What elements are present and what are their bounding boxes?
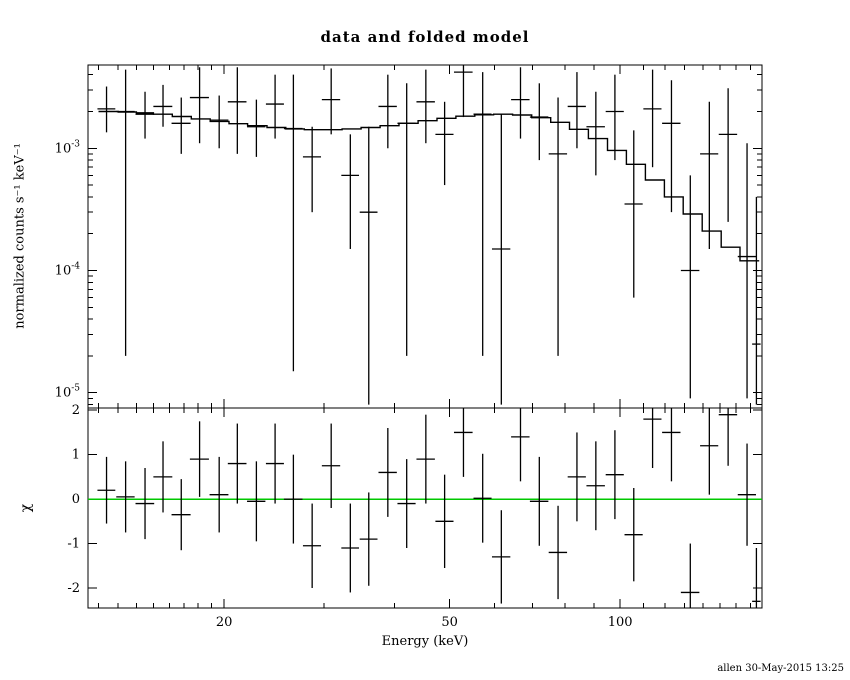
spectrum-data-point xyxy=(135,91,155,139)
spectrum-data-point xyxy=(359,126,378,405)
residual-data-point xyxy=(378,428,397,517)
spectrum-data-point xyxy=(227,67,247,154)
residual-data-point xyxy=(209,456,229,533)
spectrum-data-point xyxy=(397,83,416,356)
spectrum-data-point xyxy=(680,175,700,399)
spectrum-data-point xyxy=(548,97,568,356)
spectrum-data-point xyxy=(662,80,681,213)
spectrum-data-point xyxy=(302,126,322,213)
residual-data-point xyxy=(529,456,549,546)
residual-data-point xyxy=(435,474,454,568)
y-tick-label-spectrum: 10-3 xyxy=(55,139,81,156)
y-axis-label-spectrum: normalized counts s⁻¹ keV⁻¹ xyxy=(12,143,28,329)
spectrum-data-point xyxy=(435,101,454,186)
residual-data-point xyxy=(737,443,756,546)
spectrum-data-point xyxy=(283,74,303,372)
residual-data-point xyxy=(135,468,155,540)
plot-title: data and folded model xyxy=(320,28,530,46)
spectrum-data-point xyxy=(321,68,341,135)
residual-data-point xyxy=(605,430,624,520)
residual-data-point xyxy=(643,408,662,468)
spectrum-data-point xyxy=(529,83,549,161)
spectrum-data-point xyxy=(718,88,738,222)
spectrum-data-point xyxy=(473,72,492,356)
spectrum-data-point xyxy=(643,69,662,168)
x-axis-label: Energy (keV) xyxy=(381,634,469,649)
residual-data-point xyxy=(227,423,247,504)
residual-data-point xyxy=(680,543,700,608)
residual-data-point xyxy=(397,459,416,548)
residual-data-point xyxy=(700,408,719,495)
spectrum-data-point xyxy=(265,74,284,139)
x-tick-label: 100 xyxy=(608,615,633,630)
spectrum-data-point xyxy=(752,196,761,405)
y-tick-label-chi: 0 xyxy=(72,492,80,507)
residual-data-point xyxy=(548,505,568,600)
spectrum-data-point xyxy=(737,143,756,399)
residual-data-point xyxy=(116,461,135,533)
spectrum-data-point xyxy=(171,97,191,154)
residual-data-point xyxy=(752,548,761,608)
residual-data-point xyxy=(511,408,530,482)
residual-data-point xyxy=(283,454,303,544)
residual-panel-frame xyxy=(87,407,763,609)
spectrum-data-point xyxy=(341,134,360,249)
y-tick-label-spectrum: 10-5 xyxy=(55,384,81,401)
residual-data-point xyxy=(153,441,173,513)
residual-data-point xyxy=(567,432,586,522)
residual-data-point xyxy=(321,423,341,508)
residual-data-point xyxy=(265,423,284,504)
y-tick-label-chi: -2 xyxy=(67,581,80,596)
spectrum-data-point xyxy=(586,91,605,176)
spectrum-data-point xyxy=(189,67,209,144)
y-tick-label-chi: -1 xyxy=(67,537,80,552)
spectrum-data-point xyxy=(209,95,229,149)
residual-data-point xyxy=(97,456,116,524)
residual-data-point xyxy=(416,414,435,504)
spectrum-data-point xyxy=(605,74,624,161)
spectrum-data-point xyxy=(416,69,435,144)
spectrum-data-point xyxy=(700,101,719,249)
plot-timestamp: allen 30-May-2015 13:25 xyxy=(717,663,844,674)
residual-data-point xyxy=(662,408,681,482)
residual-data-point xyxy=(624,488,643,582)
residual-data-point xyxy=(247,461,266,542)
spectrum-data-point xyxy=(97,86,116,133)
x-tick-label: 20 xyxy=(216,615,233,630)
residual-data-point xyxy=(341,503,360,593)
spectrum-data-point xyxy=(116,69,135,356)
y-tick-label-spectrum: 10-4 xyxy=(55,261,81,278)
spectrum-data-point xyxy=(491,114,511,405)
y-axis-label-chi: χ xyxy=(18,503,34,513)
residual-data-point xyxy=(302,503,322,588)
spectrum-data-point xyxy=(247,99,266,157)
residual-data-point xyxy=(491,510,511,604)
residual-data-point xyxy=(359,492,378,586)
residual-data-point xyxy=(586,441,605,531)
model-line xyxy=(98,110,760,262)
residual-data-point xyxy=(473,453,492,543)
spectrum-data-point xyxy=(378,74,397,149)
residual-data-point xyxy=(453,408,473,477)
residual-data-point xyxy=(189,421,209,497)
spectrum-data-point xyxy=(567,72,586,149)
y-tick-label-chi: 1 xyxy=(72,448,80,463)
residual-data-point xyxy=(718,408,738,466)
x-tick-label: 50 xyxy=(441,615,458,630)
y-tick-label-chi: 2 xyxy=(72,403,80,418)
spectrum-data-point xyxy=(511,67,530,139)
spectrum-data-point xyxy=(624,130,643,298)
spectrum-data-point xyxy=(453,65,473,118)
residual-data-point xyxy=(171,479,191,551)
spectrum-data-point xyxy=(153,84,173,127)
